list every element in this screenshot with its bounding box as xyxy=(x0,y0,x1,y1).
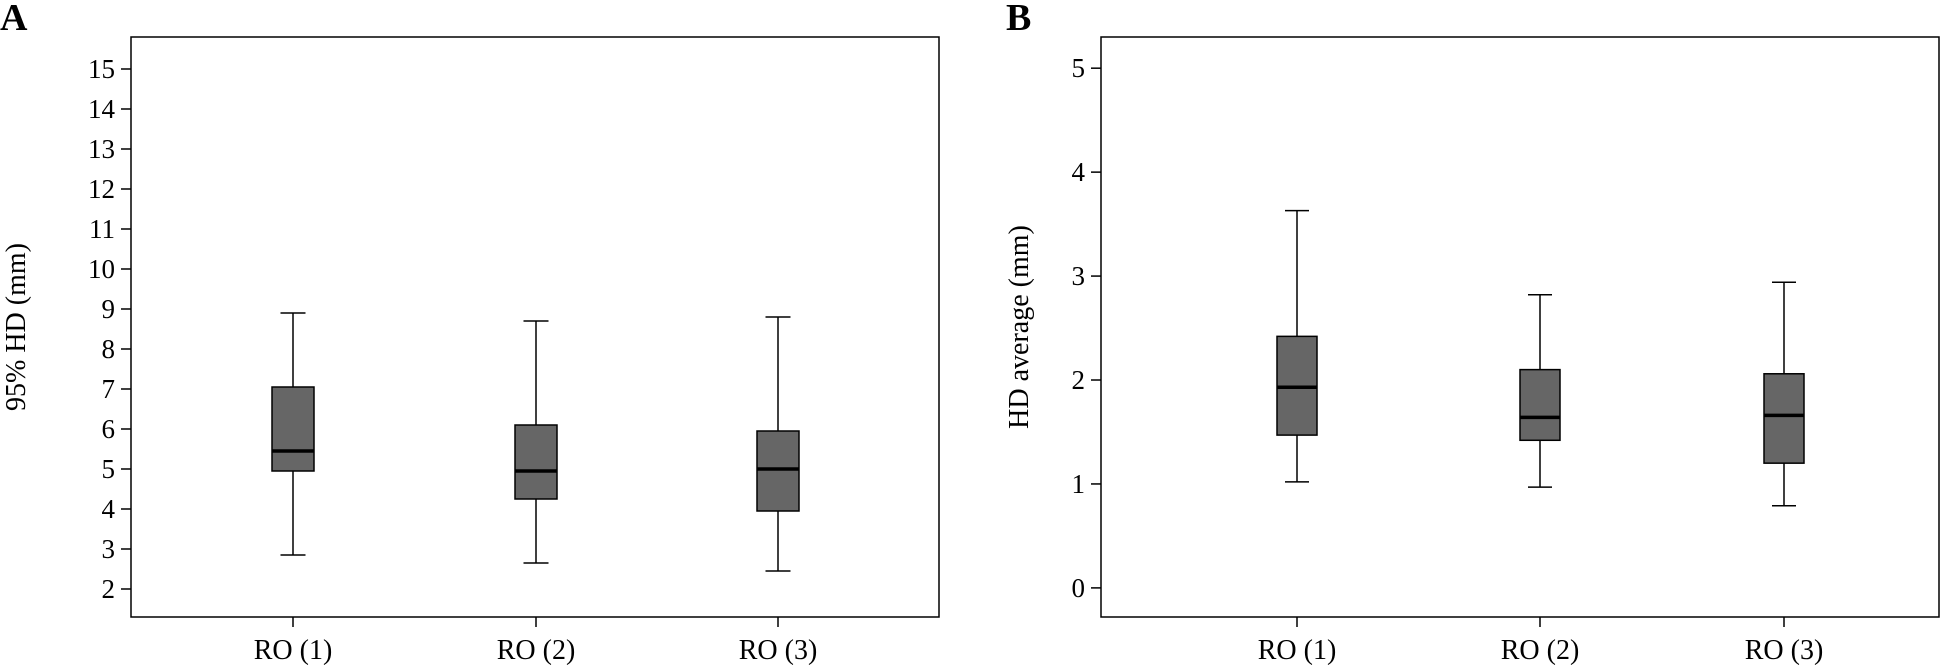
x-tick-label-b-1: RO (2) xyxy=(1501,635,1580,665)
y-tick-label-b-5: 5 xyxy=(1072,53,1086,83)
plot-frame-a xyxy=(130,36,940,618)
y-axis-title-b: HD average (mm) xyxy=(1004,225,1035,429)
y-tick-label-a-7: 9 xyxy=(102,294,116,324)
y-tick-label-a-0: 2 xyxy=(102,574,116,604)
box-a-1 xyxy=(514,424,558,500)
box-b-2 xyxy=(1763,373,1805,464)
panel-b-chart: B HD average (mm) 0 1 2 3 4 5 RO (1) RO (2) RO (… xyxy=(1004,0,1940,665)
panel-a-chart: A 95% HD (mm) 2 3 4 5 6 7 8 9 10 11 12 13 14 15 RO (1)… xyxy=(0,0,940,665)
y-tick-label-a-9: 11 xyxy=(89,214,115,244)
y-tick-label-a-2: 4 xyxy=(102,494,116,524)
box-a-0 xyxy=(271,386,315,472)
y-tick-label-a-3: 5 xyxy=(102,454,116,484)
box-a-2 xyxy=(756,430,800,512)
y-tick-label-b-0: 0 xyxy=(1072,573,1086,603)
y-tick-label-a-8: 10 xyxy=(88,254,115,284)
y-tick-label-b-1: 1 xyxy=(1072,469,1086,499)
x-tick-label-b-0: RO (1) xyxy=(1258,635,1337,665)
y-tick-label-a-13: 15 xyxy=(88,54,115,84)
y-tick-label-a-12: 14 xyxy=(88,94,116,124)
y-tick-label-b-2: 2 xyxy=(1072,365,1086,395)
plot-frame-b xyxy=(1100,36,1940,618)
y-tick-label-a-6: 8 xyxy=(102,334,116,364)
box-b-1 xyxy=(1519,368,1561,442)
x-tick-label-a-2: RO (3) xyxy=(739,635,818,665)
y-tick-label-a-4: 6 xyxy=(102,414,116,444)
y-tick-label-b-4: 4 xyxy=(1072,157,1086,187)
panel-letter-a: A xyxy=(0,0,28,39)
y-tick-label-a-1: 3 xyxy=(102,534,116,564)
y-tick-label-a-5: 7 xyxy=(102,374,116,404)
y-tick-label-a-10: 12 xyxy=(88,174,115,204)
x-tick-label-a-1: RO (2) xyxy=(497,635,576,665)
y-axis-title-a: 95% HD (mm) xyxy=(1,243,32,411)
x-tick-label-b-2: RO (3) xyxy=(1745,635,1824,665)
y-tick-label-a-11: 13 xyxy=(88,134,115,164)
panel-letter-b: B xyxy=(1006,0,1031,39)
x-tick-label-a-0: RO (1) xyxy=(254,635,333,665)
y-tick-label-b-3: 3 xyxy=(1072,261,1086,291)
